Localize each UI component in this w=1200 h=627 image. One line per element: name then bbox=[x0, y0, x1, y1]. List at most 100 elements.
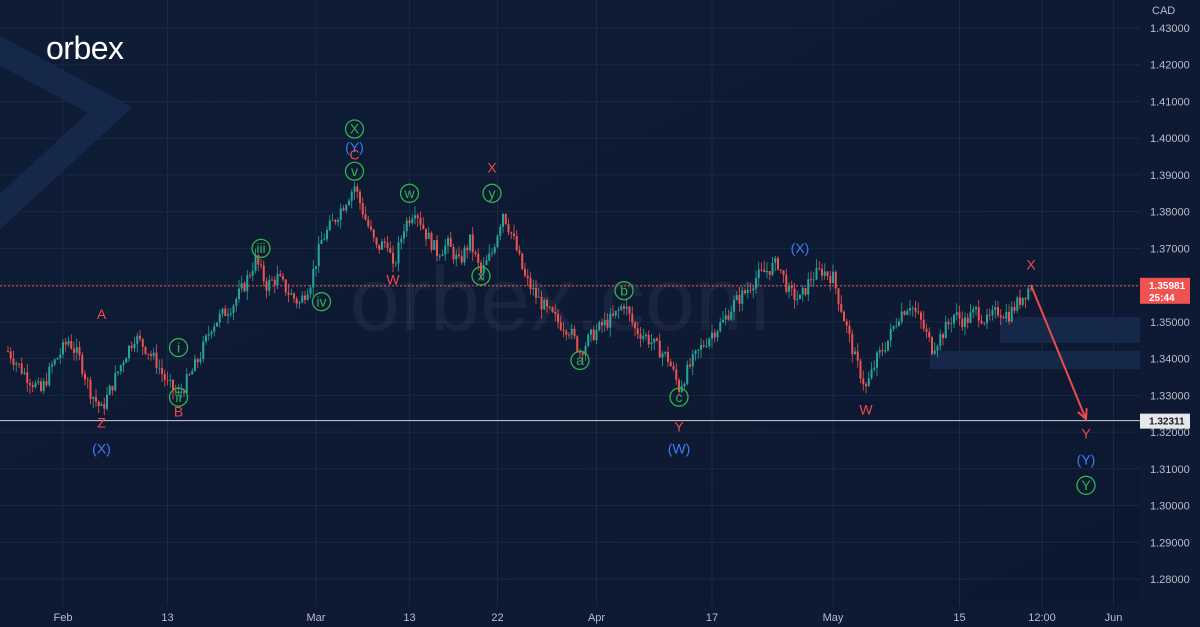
candle bbox=[466, 244, 469, 259]
candle bbox=[771, 256, 774, 277]
candle bbox=[870, 362, 873, 380]
wave-label-text: y bbox=[489, 185, 496, 201]
candle bbox=[782, 270, 785, 284]
candle bbox=[565, 329, 568, 341]
candle bbox=[997, 301, 999, 318]
candle bbox=[867, 371, 870, 388]
wave-label-circle bbox=[251, 238, 271, 259]
candle bbox=[207, 325, 210, 341]
candle bbox=[606, 313, 609, 331]
candle bbox=[598, 320, 601, 332]
candle bbox=[427, 226, 430, 240]
candle bbox=[152, 347, 155, 360]
candle bbox=[31, 381, 34, 393]
candle bbox=[620, 303, 623, 312]
candle bbox=[488, 244, 491, 262]
candle bbox=[163, 369, 166, 387]
wave-label-circle bbox=[168, 387, 189, 407]
candle bbox=[23, 367, 26, 376]
candle bbox=[543, 297, 546, 310]
candle bbox=[584, 342, 587, 361]
candle bbox=[562, 322, 565, 338]
candle bbox=[334, 218, 337, 225]
candle bbox=[452, 243, 455, 264]
candle bbox=[381, 238, 383, 251]
candle bbox=[147, 353, 150, 360]
candle bbox=[911, 306, 914, 317]
wave-label-circle bbox=[168, 337, 189, 358]
candle bbox=[279, 270, 282, 277]
candle bbox=[51, 360, 53, 374]
time-tick-label: May bbox=[823, 612, 844, 624]
candle bbox=[282, 272, 284, 282]
candle bbox=[251, 262, 254, 282]
candle bbox=[375, 237, 378, 249]
candle bbox=[711, 324, 713, 348]
candle bbox=[180, 383, 183, 399]
candle bbox=[312, 260, 315, 296]
candle bbox=[705, 338, 708, 349]
candle bbox=[161, 358, 163, 383]
wave-label-text: (X) bbox=[791, 240, 810, 256]
candle bbox=[889, 323, 892, 347]
candle bbox=[1002, 314, 1005, 320]
time-tick-label: 15 bbox=[953, 612, 965, 624]
candle bbox=[301, 291, 304, 304]
candle bbox=[144, 346, 147, 356]
candle bbox=[485, 254, 488, 266]
wave-label-text: v bbox=[351, 163, 358, 179]
candle bbox=[818, 261, 821, 271]
candle bbox=[70, 334, 73, 350]
wave-label-text: ii bbox=[175, 389, 181, 405]
candle bbox=[408, 216, 411, 227]
candle bbox=[733, 295, 735, 321]
projection-arrow bbox=[1030, 284, 1088, 422]
candle bbox=[449, 231, 452, 248]
candle bbox=[155, 344, 158, 374]
candle bbox=[243, 281, 246, 293]
candle bbox=[95, 389, 97, 407]
wave-label: Y bbox=[674, 418, 684, 434]
candle bbox=[601, 318, 603, 333]
candle bbox=[686, 360, 689, 386]
candle bbox=[590, 328, 592, 343]
candle bbox=[471, 226, 474, 262]
candle bbox=[683, 381, 686, 389]
candle bbox=[12, 350, 15, 371]
candle bbox=[205, 333, 207, 345]
candle bbox=[194, 354, 196, 372]
candle bbox=[491, 248, 493, 257]
wave-label-text: X bbox=[1026, 257, 1036, 273]
candle bbox=[942, 332, 944, 346]
candle bbox=[392, 245, 394, 273]
candle bbox=[196, 357, 199, 369]
wave-label-text: (X) bbox=[92, 440, 111, 456]
candle bbox=[975, 305, 977, 316]
price-tick-label: 1.38000 bbox=[1150, 207, 1190, 219]
candle bbox=[367, 215, 370, 229]
candle bbox=[191, 368, 194, 375]
candle bbox=[1016, 295, 1019, 314]
wave-label: X bbox=[344, 119, 365, 139]
candle bbox=[1024, 297, 1027, 309]
candle bbox=[320, 231, 323, 245]
candle bbox=[752, 286, 755, 299]
wave-label: W bbox=[386, 271, 400, 287]
candle bbox=[20, 357, 23, 375]
current-price-tag: 1.35981 25:44 bbox=[1140, 277, 1190, 304]
candle bbox=[249, 272, 251, 279]
candle bbox=[763, 260, 766, 273]
candle bbox=[326, 226, 328, 242]
wave-label-circle bbox=[344, 119, 365, 139]
wave-label-circle bbox=[669, 387, 689, 407]
candle bbox=[592, 325, 595, 342]
candle bbox=[722, 311, 724, 324]
candle bbox=[848, 320, 851, 343]
candle bbox=[931, 336, 933, 356]
candle bbox=[246, 270, 249, 301]
wave-label-text: (Y) bbox=[345, 139, 364, 155]
candle bbox=[661, 350, 664, 367]
candle bbox=[636, 321, 639, 340]
